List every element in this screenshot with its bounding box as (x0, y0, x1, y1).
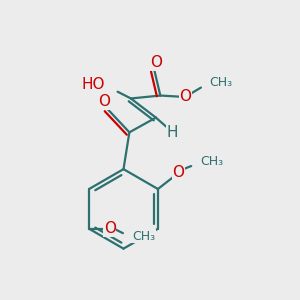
Text: CH₃: CH₃ (209, 76, 232, 89)
Text: H: H (166, 125, 178, 140)
Text: O: O (179, 89, 191, 104)
Text: O: O (104, 221, 116, 236)
Text: O: O (98, 94, 110, 109)
Text: CH₃: CH₃ (132, 230, 155, 243)
Text: HO: HO (82, 77, 105, 92)
Text: CH₃: CH₃ (201, 154, 224, 167)
Text: O: O (172, 165, 184, 180)
Text: O: O (150, 55, 162, 70)
